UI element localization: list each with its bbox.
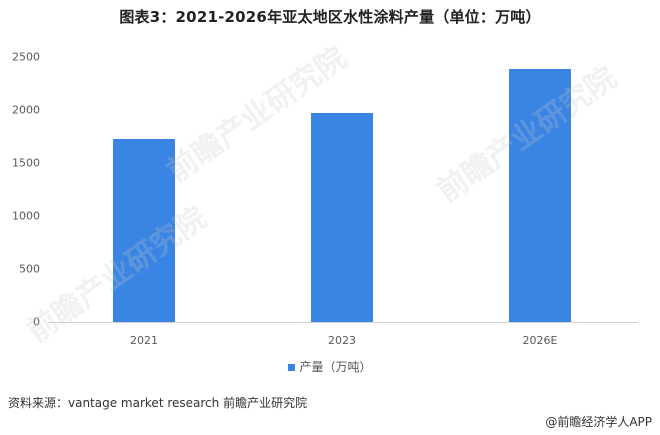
x-tick-2023: 2023 [328, 334, 356, 347]
chart-title: 图表3：2021-2026年亚太地区水性涂料产量（单位：万吨） [119, 8, 541, 26]
legend: 产量（万吨） [0, 358, 660, 375]
y-tick-500: 500 [19, 262, 40, 276]
credit-note: @前瞻经济学人APP [545, 415, 652, 429]
bar-2023 [311, 113, 373, 322]
x-tick-2021: 2021 [130, 334, 158, 347]
source-note: 资料来源：vantage market research 前瞻产业研究院 [8, 396, 308, 410]
x-axis-line [48, 322, 638, 323]
y-tick-2500: 2500 [12, 50, 40, 64]
y-tick-0: 0 [33, 315, 40, 329]
y-tick-1000: 1000 [12, 209, 40, 223]
y-tick-1500: 1500 [12, 156, 40, 170]
bar-2021 [113, 138, 175, 322]
legend-swatch-icon [288, 364, 296, 371]
legend-label: 产量（万吨） [299, 360, 372, 374]
x-tick-2026e: 2026E [522, 334, 558, 347]
bar-2026e [509, 68, 571, 322]
y-tick-2000: 2000 [12, 103, 40, 117]
